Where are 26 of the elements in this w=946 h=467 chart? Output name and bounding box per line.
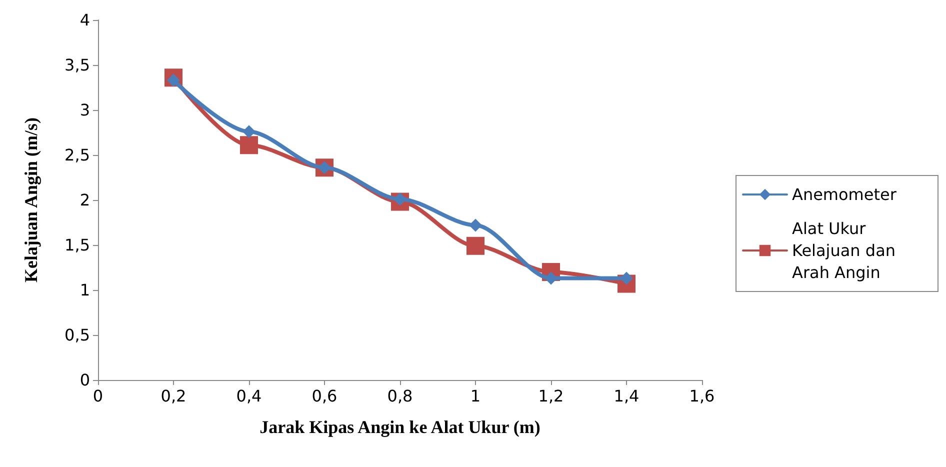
x-tick-label: 0,6 (312, 386, 338, 406)
y-tick-label: 4 (80, 10, 90, 30)
x-tick-label: 1 (470, 386, 481, 406)
x-tick-label: 0,4 (236, 386, 262, 406)
y-tick-label: 2,5 (64, 146, 90, 164)
point (469, 218, 482, 232)
point (242, 125, 256, 138)
y-tick-label: 2 (80, 190, 90, 210)
point (466, 236, 484, 255)
x-tick-label: 1,6 (689, 386, 715, 406)
x-tick-label: 1,2 (538, 386, 564, 406)
y-tick-label: 0,5 (64, 326, 90, 344)
point (240, 136, 258, 154)
y-tick-label: 0 (80, 370, 90, 390)
x-tick-label: 0,2 (160, 386, 186, 406)
y-axis-title: Kelajuan Angin (m/s) (21, 117, 41, 283)
x-tick-label: 0,8 (387, 386, 413, 406)
y-tick-label: 3 (80, 100, 90, 120)
legend-label: Anemometer (792, 185, 897, 204)
y-tick-label: 1,5 (64, 236, 90, 254)
y-tick-label: 1 (80, 280, 90, 300)
x-tick-label: 1,4 (614, 386, 640, 406)
y-tick-label: 3,5 (64, 56, 90, 74)
x-axis-title: Jarak Kipas Angin ke Alat Ukur (m) (260, 417, 540, 437)
x-tick-label: 0 (92, 386, 104, 406)
legend-label: Alat Ukur Kelajuan dan Arah Angin (792, 219, 901, 282)
